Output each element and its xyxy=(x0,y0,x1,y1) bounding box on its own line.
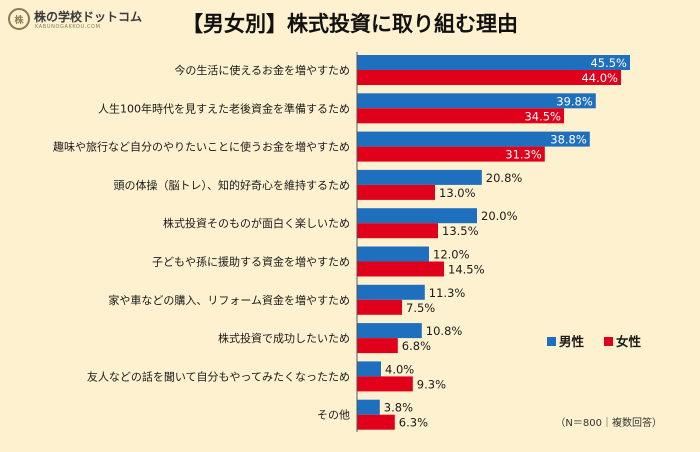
bar-male xyxy=(357,208,477,224)
value-label-female: 13.0% xyxy=(439,186,476,200)
value-label-female: 34.5% xyxy=(524,109,561,123)
chart-title: 【男女別】株式投資に取り組む理由 xyxy=(182,12,518,36)
value-label-male: 20.0% xyxy=(481,209,518,223)
bar-female xyxy=(357,376,413,392)
bar-female xyxy=(357,184,435,200)
legend-label-male: 男性 xyxy=(559,334,585,349)
site-logo: 株 株の学校ドットコム KABUNOGAKKOU.COM xyxy=(8,6,148,36)
value-label-male: 11.3% xyxy=(429,286,466,300)
category-label: 株式投資そのものが面白く楽しいため xyxy=(163,216,350,230)
bar-male xyxy=(357,131,590,147)
value-label-male: 4.0% xyxy=(385,362,414,376)
bar-female xyxy=(357,108,564,124)
bar-male xyxy=(357,93,596,109)
bar-male xyxy=(357,323,422,339)
value-label-female: 14.5% xyxy=(448,263,485,277)
value-label-female: 31.3% xyxy=(505,148,542,162)
bar-female xyxy=(357,299,402,315)
category-label: 家や車などの購入、リフォーム資金を増やすため xyxy=(108,293,350,307)
bar-female xyxy=(357,70,621,85)
bar-female xyxy=(357,223,438,239)
bar-male xyxy=(357,55,630,70)
bar-male xyxy=(357,284,425,300)
value-label-female: 6.3% xyxy=(399,416,428,430)
value-label-male: 38.8% xyxy=(550,133,587,147)
category-label: 人生100年時代を見すえた老後資金を準備するため xyxy=(98,101,350,115)
legend-swatch-male xyxy=(547,337,556,346)
category-label: その他 xyxy=(317,409,350,422)
bar-male xyxy=(357,361,381,377)
value-label-male: 45.5% xyxy=(590,56,627,70)
value-label-female: 9.3% xyxy=(417,377,446,391)
category-label: 子どもや孫に援助する資金を増やすため xyxy=(152,255,350,269)
bar-female xyxy=(357,261,444,277)
value-label-female: 6.8% xyxy=(402,339,431,353)
sample-note: （N＝800｜複数回答） xyxy=(555,418,662,429)
bar-female xyxy=(357,414,395,430)
value-label-female: 44.0% xyxy=(581,71,618,85)
value-label-male: 20.8% xyxy=(486,171,523,185)
value-label-male: 10.8% xyxy=(426,324,463,338)
bar-male xyxy=(357,169,482,185)
bar-female xyxy=(357,338,398,354)
value-label-male: 3.8% xyxy=(384,401,413,415)
category-label: 趣味や旅行など自分のやりたいことに使うお金を増やすため xyxy=(53,140,350,154)
category-label: 友人などの話を聞いて自分もやってみたくなったため xyxy=(87,369,350,383)
logo-subtext: KABUNOGAKKOU.COM xyxy=(35,24,101,30)
bar-male xyxy=(357,246,429,262)
category-label: 頭の体操（脳トレ）、知的好奇心を維持するため xyxy=(114,178,351,192)
value-label-male: 12.0% xyxy=(433,248,470,262)
category-label: 今の生活に使えるお金を増やすため xyxy=(174,63,350,77)
category-label: 株式投資で成功したいため xyxy=(218,331,350,345)
bar-female xyxy=(357,146,545,162)
legend-swatch-female xyxy=(604,337,613,346)
logo-emblem-icon: 株 xyxy=(8,8,30,30)
bar-male xyxy=(357,399,380,415)
legend-label-female: 女性 xyxy=(616,334,642,349)
value-label-female: 13.5% xyxy=(442,224,479,238)
logo-text: 株の学校ドットコム xyxy=(34,10,143,24)
value-label-male: 39.8% xyxy=(556,94,593,108)
value-label-female: 7.5% xyxy=(406,301,435,315)
